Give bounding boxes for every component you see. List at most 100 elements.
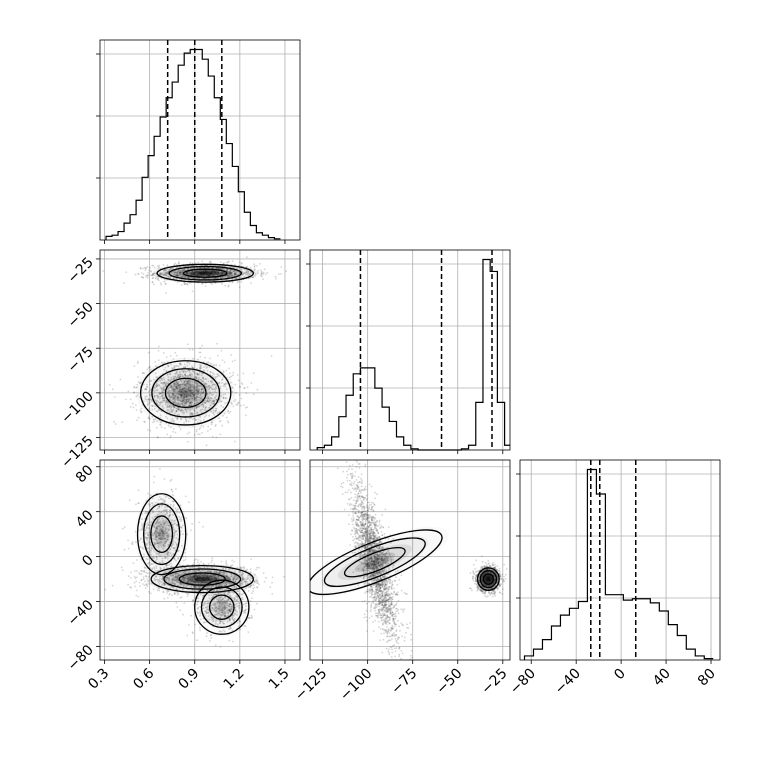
sample-point [219,400,222,403]
sample-point [121,421,124,424]
sample-point [190,273,193,276]
sample-point [229,372,231,375]
sample-point [184,383,187,385]
sample-point [254,275,256,277]
sample-point [185,384,188,386]
sample-point [200,272,202,275]
sample-point [186,272,189,275]
sample-point [213,402,215,405]
sample-point [148,391,150,393]
sample-point [211,388,214,391]
sample-point [140,381,143,384]
sample-point [163,269,165,272]
sample-point [212,403,215,406]
sample-point [170,363,173,366]
sample-point [269,586,272,588]
sample-point [211,421,214,423]
sample-point [193,273,196,275]
sample-point [226,382,229,385]
sample-point [251,272,254,275]
sample-point [148,398,151,401]
sample-point [186,381,189,384]
sample-point [111,388,114,391]
sample-point [167,378,170,381]
sample-point [229,271,232,274]
sample-point [166,597,169,599]
sample-point [285,270,288,273]
sample-point [245,587,248,589]
sample-point [174,385,177,388]
sample-point [166,272,169,275]
sample-point [210,423,213,426]
sample-point [208,273,211,276]
sample-point [204,378,207,380]
sample-point [187,398,189,401]
sample-point [179,271,182,273]
sample-point [178,272,181,274]
sample-point [183,401,186,403]
sample-point [189,392,192,395]
sample-point [194,381,197,384]
sample-point [156,385,158,388]
sample-point [244,406,247,409]
sample-point [187,401,190,403]
sample-point [187,386,190,388]
sample-point [222,276,225,278]
sample-point [189,591,192,593]
sample-point [180,269,183,272]
sample-point [186,272,189,275]
sample-point [208,400,211,402]
sample-point [160,426,163,429]
sample-point [219,273,221,275]
sample-point [199,273,202,276]
sample-point [204,271,207,274]
sample-point [148,417,151,420]
sample-point [211,271,213,273]
sample-point [113,396,116,398]
sample-point [212,272,215,275]
sample-point [183,577,186,579]
sample-point [173,378,175,380]
sample-point [188,407,190,410]
sample-point [187,624,190,626]
sample-point [185,272,188,275]
sample-point [185,272,188,275]
sample-point [200,404,203,406]
sample-point [167,391,170,394]
sample-point [172,383,175,386]
sample-point [214,410,217,413]
sample-point [145,398,148,401]
sample-point [220,395,223,398]
sample-point [196,387,199,390]
sample-point [210,270,213,273]
y-axis-p1: −125−100−75−50−25 [58,254,100,472]
sample-point [250,282,252,284]
sample-point [200,388,203,391]
sample-point [186,433,189,435]
sample-point [190,401,192,404]
sample-point [163,399,165,402]
sample-point [219,272,222,275]
sample-point [176,271,179,274]
sample-point [196,383,199,386]
sample-point [233,273,236,275]
sample-point [205,273,208,275]
sample-point [211,435,214,438]
sample-point [249,568,252,571]
sample-point [203,389,206,392]
sample-point [155,389,158,392]
sample-point [165,382,168,385]
sample-point [222,370,225,373]
sample-point [150,270,152,273]
sample-point [183,370,185,372]
sample-point [203,277,206,280]
sample-point [184,404,186,407]
sample-point [131,541,134,543]
sample-point [154,277,157,280]
sample-point [183,398,186,401]
sample-point [174,382,177,385]
sample-point [183,394,186,396]
sample-point [145,395,148,398]
sample-point [196,382,199,385]
sample-point [183,389,185,392]
